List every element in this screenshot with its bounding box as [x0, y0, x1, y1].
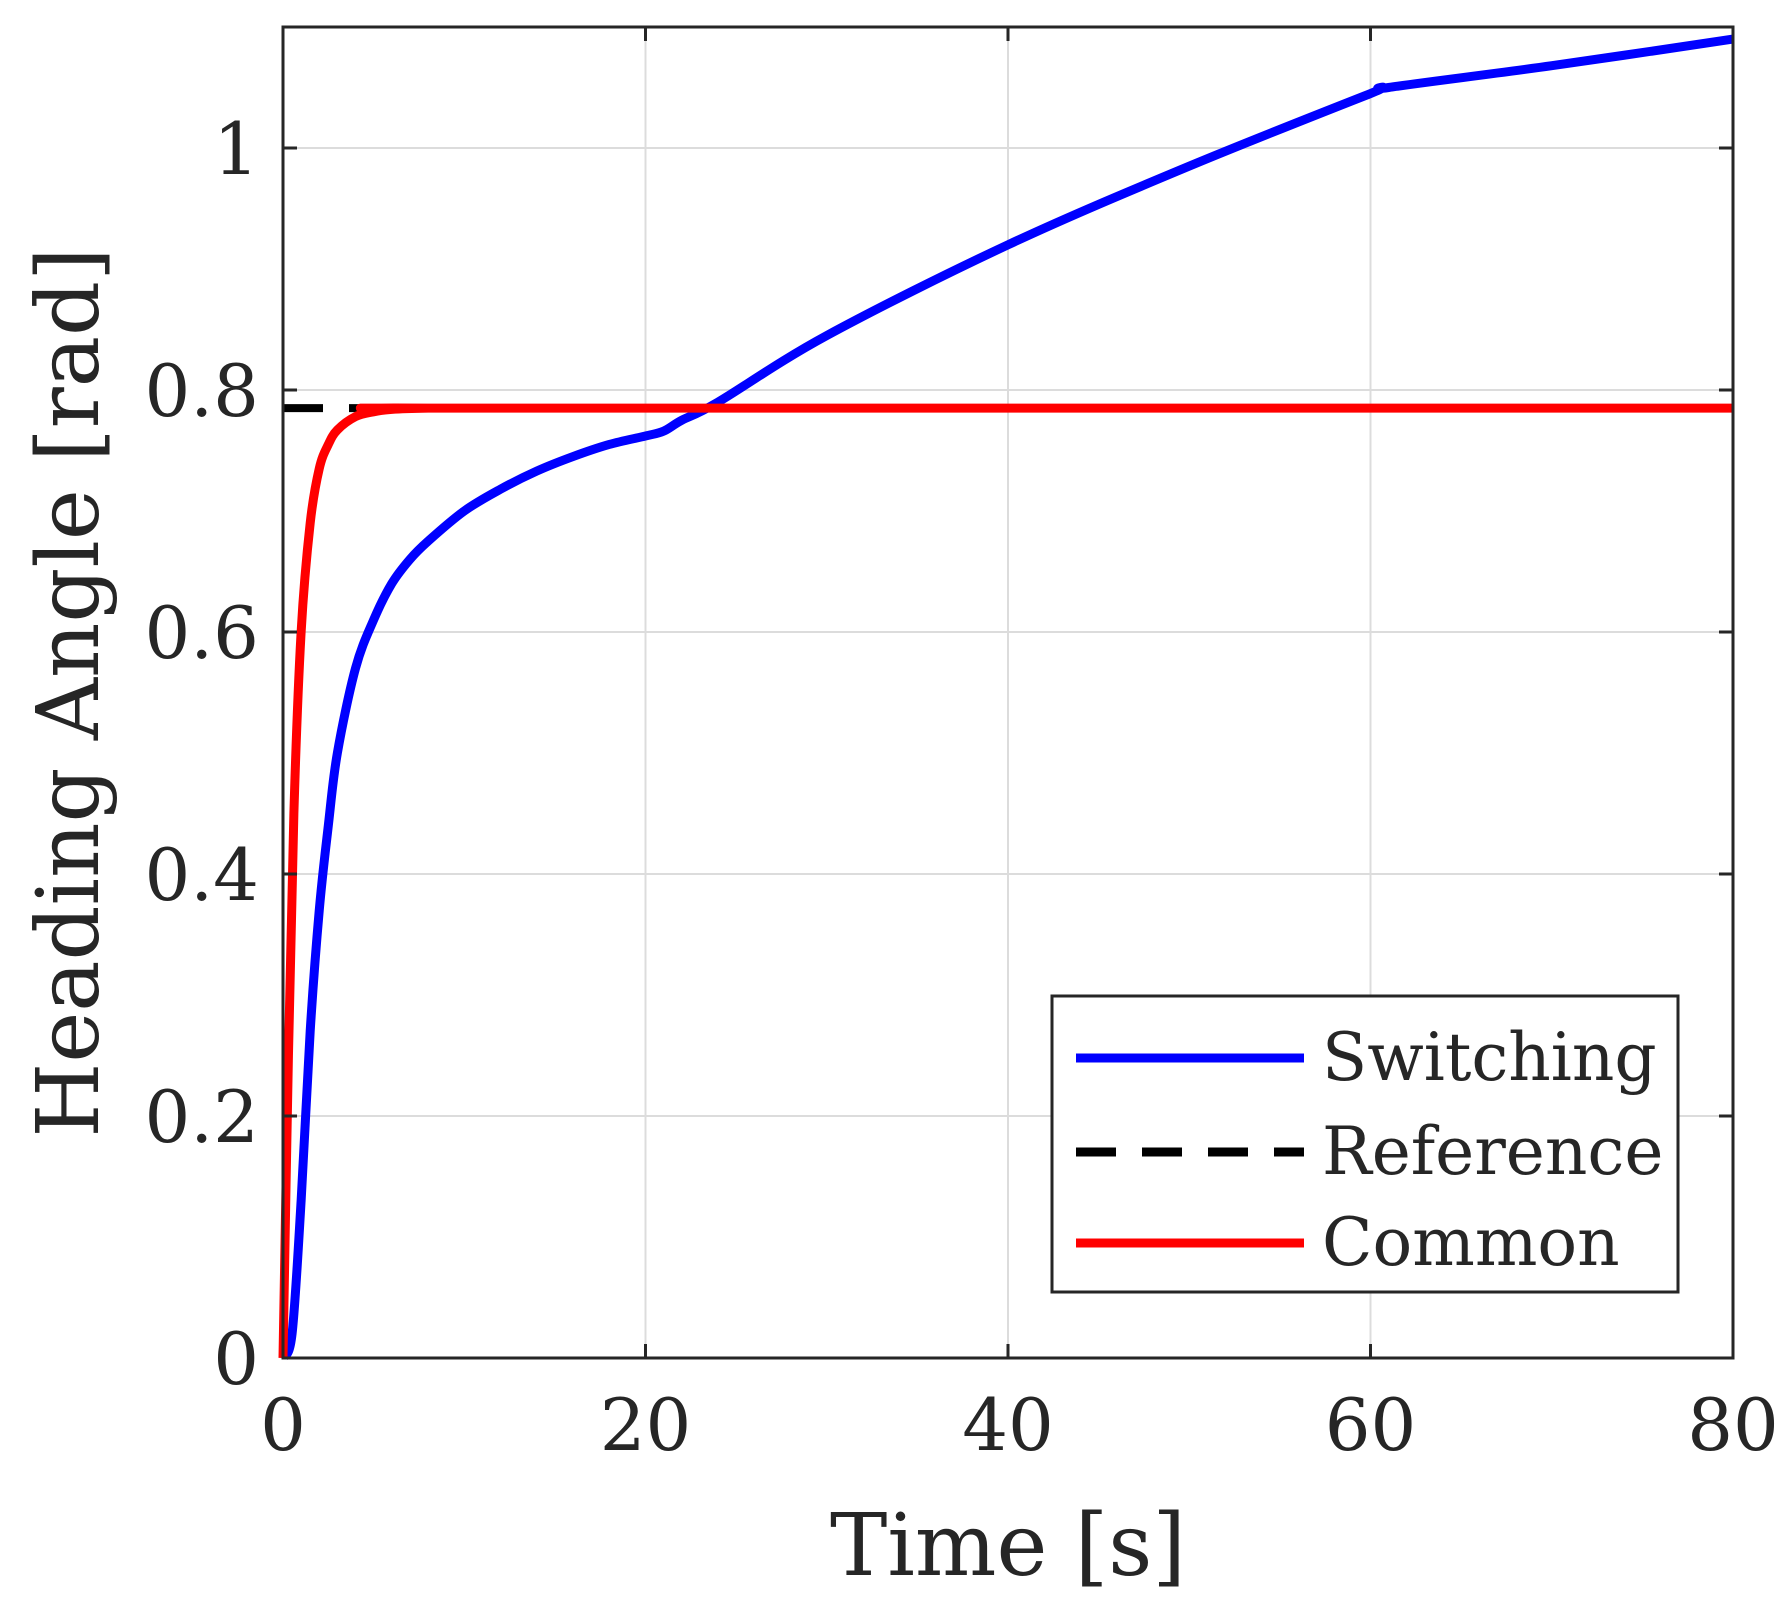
series-line-switching	[278, 34, 1734, 1361]
x-tick-label: 0	[260, 1383, 306, 1467]
legend-label-common: Common	[1322, 1204, 1620, 1281]
ticks	[281, 27, 1735, 1360]
y-tick-label: 0.2	[144, 1075, 259, 1159]
series-line-common	[278, 403, 1733, 1359]
x-tick-label: 60	[1325, 1383, 1417, 1467]
x-tick-label: 20	[600, 1383, 692, 1467]
tick-labels: 0 20 40 60 80 0 0.2 0.4 0.6 0.8 1	[144, 107, 1778, 1467]
x-tick-label: 80	[1687, 1383, 1779, 1467]
y-tick-label: 0.4	[144, 833, 259, 917]
legend: Switching Reference Common	[1050, 994, 1680, 1294]
y-tick-label: 0.8	[144, 349, 259, 433]
y-tick-label: 0	[213, 1317, 259, 1401]
x-tick-label: 40	[962, 1383, 1054, 1467]
legend-label-reference: Reference	[1322, 1113, 1663, 1190]
y-tick-label: 1	[213, 107, 259, 191]
y-tick-label: 0.6	[144, 591, 259, 675]
legend-label-switching: Switching	[1322, 1019, 1657, 1096]
y-axis-label: Heading Angle [rad]	[19, 247, 119, 1137]
x-axis-label: Time [s]	[830, 1496, 1186, 1596]
series-layer	[278, 34, 1734, 1361]
